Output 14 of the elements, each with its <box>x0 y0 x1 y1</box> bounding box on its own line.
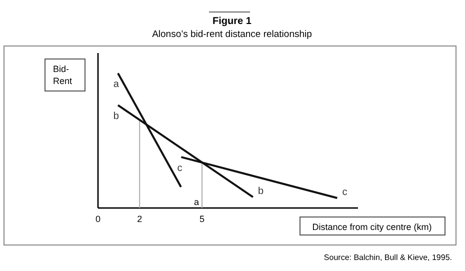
chart-title: Figure 1 <box>212 16 252 27</box>
annotation: c <box>342 187 348 198</box>
chart-subtitle: Alonso’s bid-rent distance relationship <box>152 29 312 40</box>
x-axis-title: Distance from city centre (km) <box>312 222 432 232</box>
x-tick-label: 0 <box>95 214 101 224</box>
x-tick-label: 5 <box>199 214 205 224</box>
series-label: c <box>177 163 182 174</box>
ref-line-label: a <box>194 197 199 207</box>
series-label: b <box>113 111 120 122</box>
source-note: Source: Balchin, Bull & Kieve, 1995. <box>324 253 452 262</box>
x-tick-label: 2 <box>137 214 142 224</box>
series-label: a <box>113 79 120 90</box>
y-axis-title: Bid-Rent <box>53 64 73 86</box>
annotation: b <box>258 186 264 198</box>
